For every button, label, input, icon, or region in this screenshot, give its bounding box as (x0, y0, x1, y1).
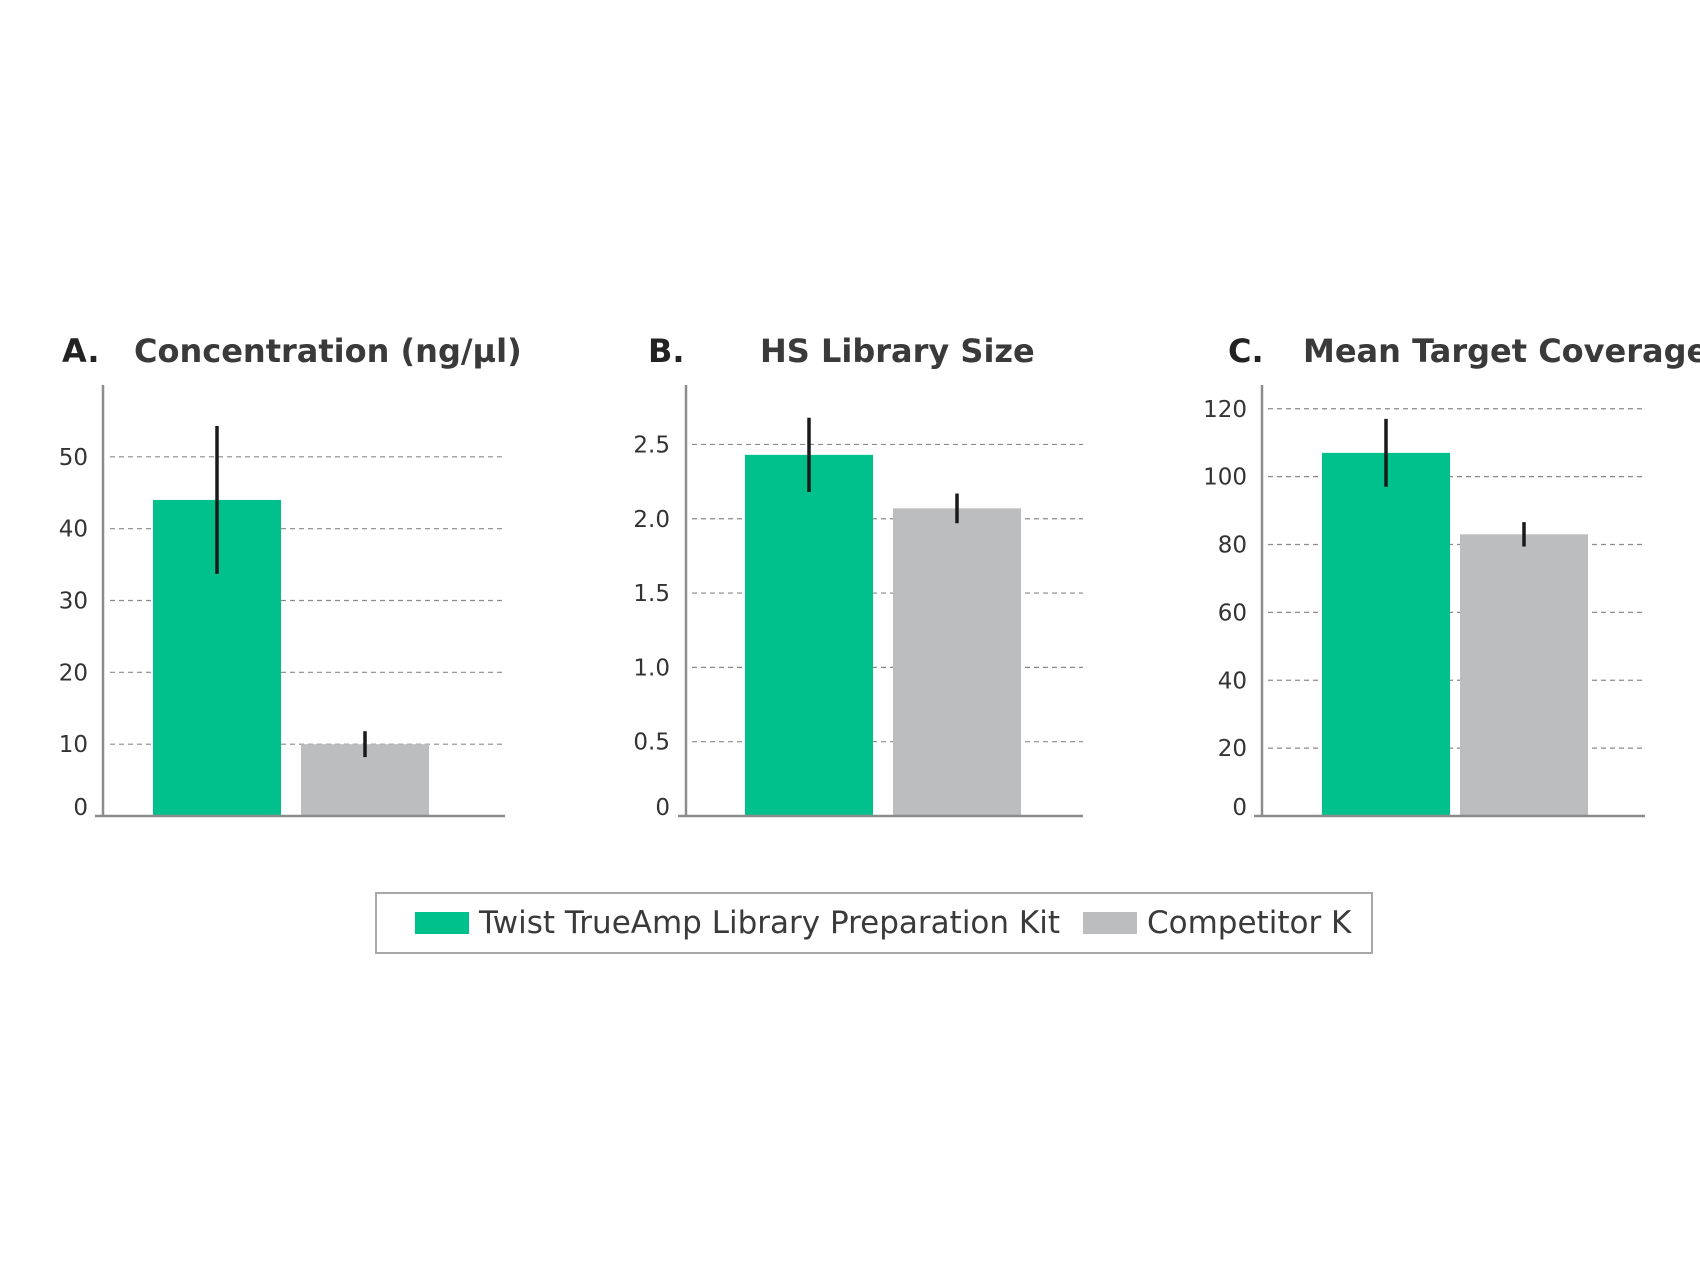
legend-swatch-twist (415, 912, 469, 934)
panel-a-letter: A. (62, 332, 100, 370)
panel-c-y-tick-label: 0 (1232, 795, 1247, 821)
panel-a-concentration: A. Concentration (ng/µl) 0 10 20 30 40 50 (59, 332, 522, 821)
panel-b-y-tick-label: 0.5 (633, 730, 670, 756)
panel-b-y-tick-label: 2.0 (633, 507, 670, 533)
panel-a-y-tick-label: 30 (59, 589, 88, 615)
panel-c-y-tick-label: 40 (1218, 668, 1247, 694)
panel-c-bar-competitor (1460, 534, 1588, 816)
legend-label-competitor: Competitor K (1147, 905, 1352, 941)
panel-c-bar-twist (1322, 452, 1450, 816)
legend-swatch-competitor (1083, 912, 1137, 934)
panel-a-y-tick-label: 20 (59, 660, 88, 686)
panel-b-letter: B. (648, 332, 685, 370)
legend-label-twist: Twist TrueAmp Library Preparation Kit (479, 905, 1060, 941)
panel-b-hs-library-size: B. HS Library Size 0 0.5 1.0 1.5 2.0 2.5 (633, 332, 1083, 821)
panel-c-y-tick-label: 120 (1203, 397, 1247, 423)
panel-a-y-tick-label: 10 (59, 732, 88, 758)
panel-b-y-tick-label: 1.5 (633, 581, 670, 607)
legend-item-twist: Twist TrueAmp Library Preparation Kit (415, 894, 1060, 952)
panel-c-y-tick-label: 100 (1203, 465, 1247, 491)
legend-item-competitor: Competitor K (1083, 894, 1351, 952)
panel-a-y-tick-label: 0 (73, 795, 88, 821)
panel-c-mean-target-coverage: C. Mean Target Coverage 0 20 40 60 80 100 120 (1203, 332, 1700, 821)
panel-a-title: Concentration (ng/µl) (134, 332, 522, 370)
panel-c-title: Mean Target Coverage (1303, 332, 1700, 370)
panel-c-y-tick-label: 60 (1218, 600, 1247, 626)
panel-b-title: HS Library Size (760, 332, 1035, 370)
panel-b-y-tick-label: 2.5 (633, 432, 670, 458)
legend: Twist TrueAmp Library Preparation Kit Co… (375, 892, 1373, 954)
panel-b-y-tick-label: 1.0 (633, 655, 670, 681)
panel-c-letter: C. (1228, 332, 1264, 370)
panel-b-bar-competitor (893, 508, 1021, 816)
panel-a-y-tick-label: 50 (59, 445, 88, 471)
panel-c-y-tick-label: 80 (1218, 533, 1247, 559)
panel-b-y-tick-label: 0 (655, 795, 670, 821)
panel-a-y-tick-label: 40 (59, 517, 88, 543)
panel-c-y-tick-label: 20 (1218, 736, 1247, 762)
panel-b-bar-twist (745, 454, 873, 816)
